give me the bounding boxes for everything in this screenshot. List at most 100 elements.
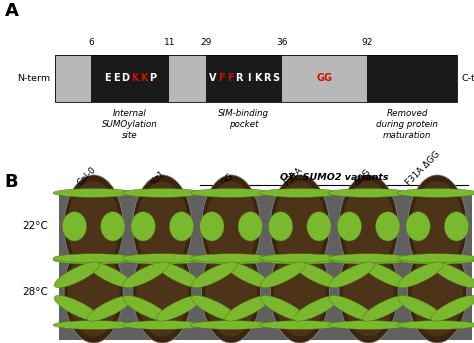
Text: F: F (227, 73, 234, 83)
Ellipse shape (339, 175, 398, 278)
Ellipse shape (411, 181, 463, 271)
Ellipse shape (191, 189, 272, 197)
Ellipse shape (307, 212, 331, 241)
Ellipse shape (343, 181, 394, 271)
Text: GG: GG (220, 171, 236, 187)
Ellipse shape (191, 295, 237, 321)
Text: Col-0: Col-0 (76, 165, 99, 187)
Ellipse shape (408, 240, 467, 343)
Ellipse shape (64, 175, 123, 278)
Ellipse shape (225, 295, 271, 321)
Ellipse shape (406, 212, 430, 241)
Text: P: P (149, 73, 156, 83)
Text: K: K (140, 73, 147, 83)
Ellipse shape (259, 254, 340, 262)
Ellipse shape (122, 256, 203, 264)
Ellipse shape (362, 295, 408, 321)
Ellipse shape (169, 212, 194, 241)
Text: F: F (218, 73, 225, 83)
Text: R: R (236, 73, 243, 83)
Text: GG: GG (317, 73, 332, 83)
Ellipse shape (68, 181, 119, 271)
Ellipse shape (293, 262, 339, 288)
Ellipse shape (54, 295, 100, 321)
Ellipse shape (191, 321, 272, 329)
Ellipse shape (87, 295, 133, 321)
Ellipse shape (53, 189, 134, 197)
Text: A: A (5, 2, 18, 20)
Ellipse shape (122, 321, 203, 329)
Ellipse shape (328, 254, 409, 262)
Text: V: V (209, 73, 216, 83)
Ellipse shape (191, 262, 237, 288)
Text: E: E (104, 73, 111, 83)
Ellipse shape (431, 295, 474, 321)
Ellipse shape (53, 254, 134, 262)
Ellipse shape (123, 295, 169, 321)
Ellipse shape (53, 256, 134, 264)
Ellipse shape (191, 256, 272, 264)
Ellipse shape (274, 247, 326, 336)
Text: D: D (121, 73, 129, 83)
Text: 92: 92 (361, 38, 373, 47)
Text: K: K (254, 73, 261, 83)
Bar (282, 55, 367, 102)
Ellipse shape (408, 175, 467, 278)
Text: 28°C: 28°C (23, 286, 48, 297)
Ellipse shape (201, 175, 261, 278)
Text: ΔGG: ΔGG (353, 167, 373, 187)
Ellipse shape (328, 189, 409, 197)
Ellipse shape (270, 240, 329, 343)
Ellipse shape (122, 254, 203, 262)
Ellipse shape (343, 247, 394, 336)
Text: 36: 36 (276, 38, 288, 47)
Ellipse shape (259, 256, 340, 264)
Text: 22°C: 22°C (23, 221, 48, 232)
Ellipse shape (54, 262, 100, 288)
Ellipse shape (411, 247, 463, 336)
Text: Removed
during protein
maturation: Removed during protein maturation (376, 109, 438, 140)
Ellipse shape (123, 262, 169, 288)
Text: OX::SUMO2 variants: OX::SUMO2 variants (280, 173, 388, 182)
Ellipse shape (329, 295, 375, 321)
Ellipse shape (375, 212, 400, 241)
Ellipse shape (397, 256, 474, 264)
Ellipse shape (339, 240, 398, 343)
Ellipse shape (53, 321, 134, 329)
Ellipse shape (260, 295, 306, 321)
Ellipse shape (137, 181, 188, 271)
Ellipse shape (270, 175, 329, 278)
Ellipse shape (398, 295, 444, 321)
Text: F31A ΔGG: F31A ΔGG (404, 149, 442, 187)
Ellipse shape (225, 262, 271, 288)
Ellipse shape (328, 256, 409, 264)
Ellipse shape (259, 321, 340, 329)
Ellipse shape (87, 262, 133, 288)
Ellipse shape (137, 247, 188, 336)
Ellipse shape (200, 212, 224, 241)
Ellipse shape (133, 240, 192, 343)
Ellipse shape (133, 175, 192, 278)
Ellipse shape (329, 262, 375, 288)
Text: S: S (272, 73, 279, 83)
Text: 11: 11 (164, 38, 175, 47)
Ellipse shape (62, 212, 87, 241)
Ellipse shape (201, 240, 261, 343)
Ellipse shape (68, 247, 119, 336)
Bar (55, 55, 91, 102)
Ellipse shape (362, 262, 408, 288)
Text: SIM-binding
pocket: SIM-binding pocket (219, 109, 269, 129)
Ellipse shape (191, 254, 272, 262)
Ellipse shape (431, 262, 474, 288)
Text: E: E (113, 73, 120, 83)
Ellipse shape (122, 189, 203, 197)
Text: 29: 29 (200, 38, 211, 47)
Ellipse shape (397, 254, 474, 262)
Ellipse shape (328, 321, 409, 329)
Ellipse shape (444, 212, 469, 241)
Ellipse shape (259, 189, 340, 197)
Bar (59, 192, 472, 340)
Bar (91, 55, 169, 102)
Bar (55, 55, 457, 102)
Ellipse shape (398, 262, 444, 288)
